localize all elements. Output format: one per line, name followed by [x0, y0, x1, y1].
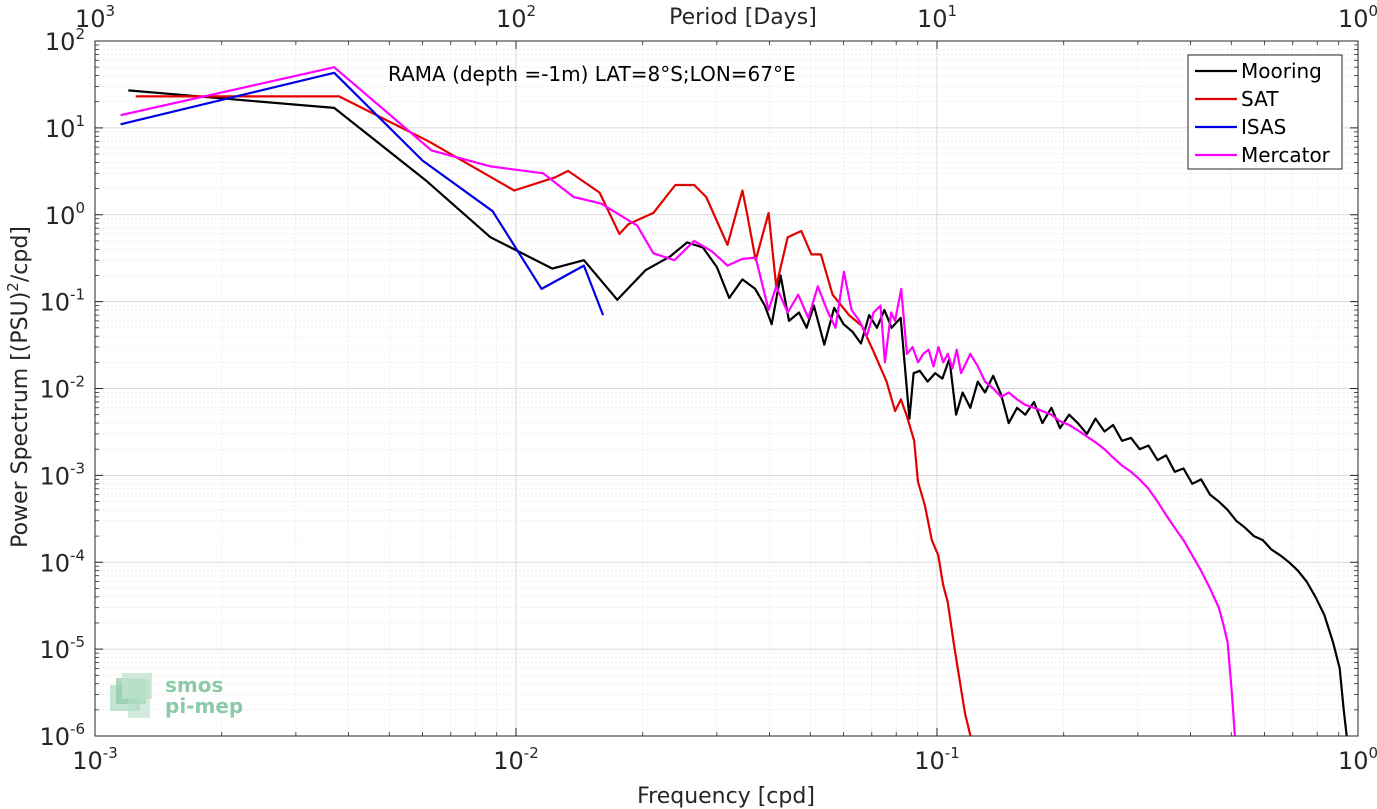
x-tick-label-base: 10: [914, 747, 945, 775]
x-tick-label-exp: -1: [945, 744, 960, 762]
y-tick-label-exp: -6: [70, 720, 85, 738]
x-axis-title: Frequency [cpd]: [637, 784, 815, 809]
top-tick-label-base: 10: [75, 5, 106, 33]
y-tick-label-exp: 0: [75, 199, 85, 217]
y-tick-label-base: 10: [39, 376, 70, 404]
y-tick-label: 102: [45, 25, 85, 56]
y-tick-label-exp: 2: [75, 25, 85, 43]
top-tick-label-base: 10: [496, 5, 527, 33]
y-tick-label: 10-5: [39, 633, 85, 664]
top-tick-label-exp: 1: [948, 2, 958, 20]
y-axis-title-main: Power Spectrum [(PSU): [8, 292, 33, 548]
y-tick-label-exp: -5: [70, 633, 85, 651]
top-tick-label: 102: [496, 2, 536, 33]
x-tick-label-exp: -2: [524, 744, 539, 762]
legend-label-sat: SAT: [1241, 87, 1279, 111]
y-tick-label: 101: [45, 112, 85, 143]
y-tick-label-base: 10: [45, 202, 76, 230]
y-tick-label-base: 10: [45, 115, 76, 143]
legend-label-mercator: Mercator: [1241, 143, 1331, 167]
legend-label-isas: ISAS: [1241, 115, 1286, 139]
y-tick-label-exp: 1: [75, 112, 85, 130]
top-tick-label: 103: [75, 2, 115, 33]
minor-grid: [95, 41, 1358, 736]
x-tick-label: 10-2: [493, 744, 539, 775]
x-tick-label-base: 10: [1338, 747, 1369, 775]
series-line-isas: [120, 71, 605, 316]
top-tick-label-exp: 0: [1369, 2, 1377, 20]
x-tick-label: 100: [1338, 744, 1377, 775]
x-tick-label: 10-3: [72, 744, 118, 775]
y-axis-title-sup: 2: [4, 282, 22, 292]
y-tick-label-base: 10: [39, 636, 70, 664]
x-tick-label-exp: 0: [1369, 744, 1377, 762]
logo-line1: smos: [165, 673, 223, 697]
y-tick-label-base: 10: [39, 549, 70, 577]
series-line-mercator: [120, 66, 1236, 737]
x-tick-labels: 10-3 10-2 10-1 100: [72, 744, 1377, 775]
y-tick-label: 10-3: [39, 459, 85, 490]
logo-line2: pi-mep: [165, 694, 243, 718]
top-tick-label: 101: [917, 2, 957, 33]
y-tick-label: 10-2: [39, 373, 85, 404]
top-axis-title: Period [Days]: [669, 5, 817, 30]
y-tick-label-base: 10: [39, 723, 70, 751]
y-tick-label-exp: -3: [70, 459, 85, 477]
x-tick-label-base: 10: [72, 747, 103, 775]
y-tick-label: 10-6: [39, 720, 85, 751]
top-tick-label-base: 10: [1338, 5, 1369, 33]
chart-annotation: RAMA (depth =-1m) LAT=8°S;LON=67°E: [388, 62, 796, 86]
y-tick-label-base: 10: [39, 289, 70, 317]
y-tick-label: 10-1: [39, 286, 85, 317]
y-tick-label-exp: -2: [70, 373, 85, 391]
legend-box: [1187, 54, 1343, 170]
top-tick-label: 100: [1338, 2, 1377, 33]
top-tick-labels: 103 102 101 100: [75, 2, 1377, 33]
legend: Mooring SAT ISAS Mercator: [1187, 54, 1343, 170]
series-line-sat: [135, 95, 972, 737]
top-tick-label-exp: 3: [106, 2, 116, 20]
y-tick-label: 100: [45, 199, 85, 230]
x-tick-label-exp: -3: [103, 744, 118, 762]
series-line-mooring: [128, 89, 1348, 737]
y-tick-label-base: 10: [45, 28, 76, 56]
x-tick-label-base: 10: [493, 747, 524, 775]
y-axis-title: Power Spectrum [(PSU)2/cpd]: [4, 226, 33, 548]
legend-label-mooring: Mooring: [1241, 59, 1322, 83]
logo-mark-icon: [110, 673, 152, 718]
smos-pi-mep-logo: smos pi-mep: [110, 673, 243, 718]
tick-marks: [94, 40, 1359, 737]
series-layer: [120, 66, 1348, 737]
y-axis-title-tail: /cpd]: [8, 226, 33, 282]
major-grid: [94, 40, 1359, 737]
y-tick-label-exp: -4: [70, 546, 85, 564]
top-tick-label-exp: 2: [527, 2, 537, 20]
top-tick-label-base: 10: [917, 5, 948, 33]
y-tick-label-base: 10: [39, 462, 70, 490]
y-tick-label: 10-4: [39, 546, 85, 577]
x-tick-label: 10-1: [914, 744, 960, 775]
y-tick-label-exp: -1: [70, 286, 85, 304]
